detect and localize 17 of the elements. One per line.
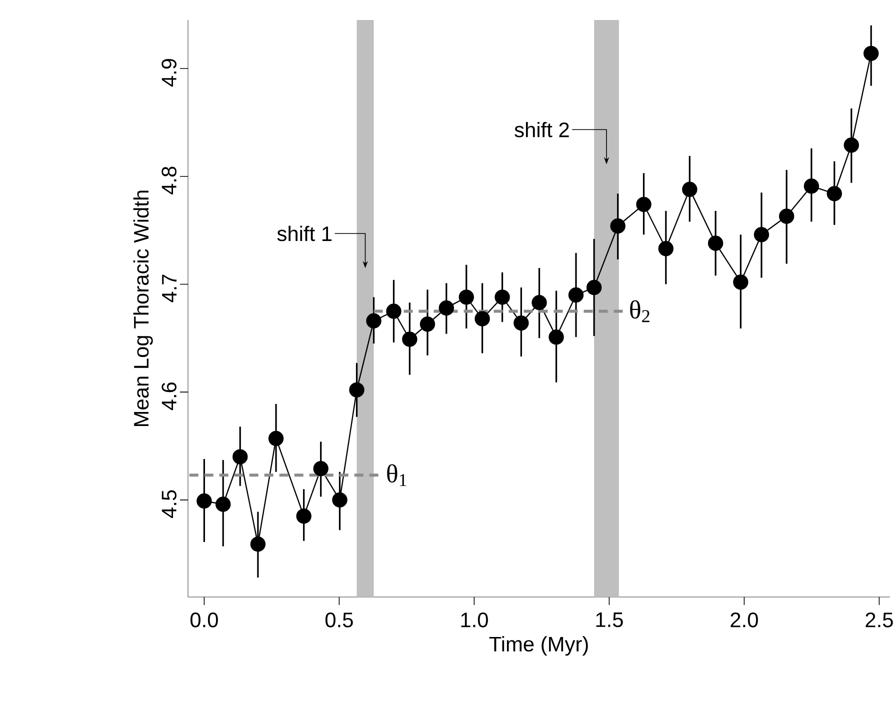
y-tick-label: 4.5 — [162, 490, 176, 518]
y-tick-label: 4.7 — [162, 274, 176, 302]
x-tick-label: 2.0 — [730, 612, 758, 628]
y-tick-label: 4.9 — [162, 58, 176, 87]
series-label: θ$_{2}$ — [630, 300, 650, 322]
series-label: θ$_{1}$ — [387, 464, 406, 486]
x-tick-label: 1.0 — [461, 612, 488, 628]
x-axis-title: Time (Myr) — [489, 636, 588, 656]
y-tick-label: 4.8 — [162, 166, 176, 194]
y-tick-label: 4.6 — [162, 382, 176, 410]
y-axis-title: Mean Log Thoracic Width — [133, 190, 153, 426]
x-tick-label: 0.0 — [190, 612, 218, 628]
x-tick-label: 0.5 — [325, 612, 353, 628]
x-tick-label: 1.5 — [596, 612, 623, 628]
x-tick-label: 2.5 — [866, 612, 893, 628]
band-label: shift 2 — [514, 122, 569, 138]
band-label: shift 1 — [277, 226, 332, 242]
